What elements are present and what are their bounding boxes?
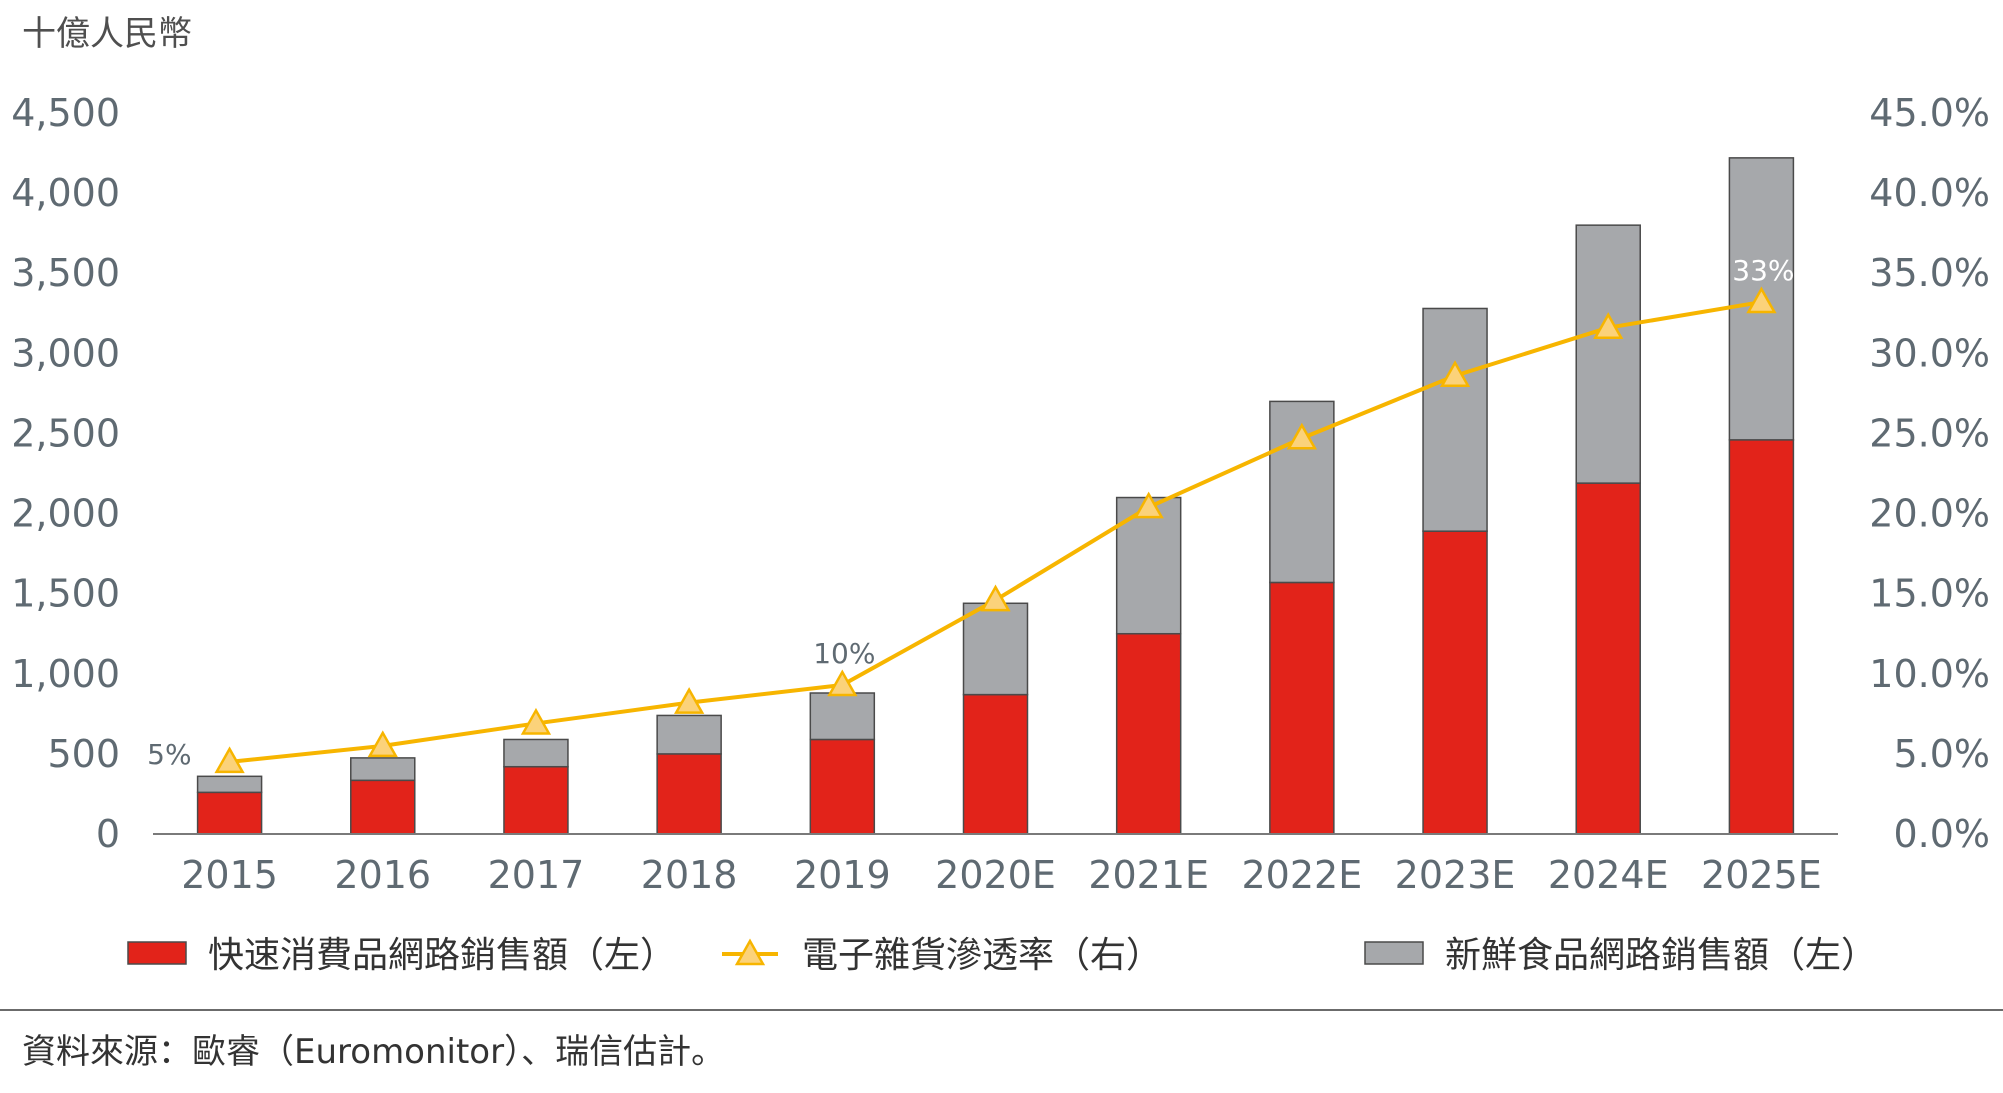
x-axis-tick-label: 2025E <box>1701 853 1822 897</box>
bar-fresh-food-online-sales <box>1422 307 1488 532</box>
bar-fmcg-online-sales <box>503 765 569 835</box>
bar-fresh-food-online-sales <box>196 775 263 794</box>
bar-fresh-food-online-sales <box>809 692 876 741</box>
penetration-point-marker <box>214 746 245 774</box>
x-axis-tick-label: 2017 <box>488 853 585 897</box>
right-axis-tick-label: 15.0% <box>1869 572 1990 616</box>
legend-triangle-icon <box>734 938 766 966</box>
penetration-point-marker <box>980 584 1011 612</box>
penetration-point-marker <box>827 669 858 697</box>
bar-fmcg-online-sales <box>656 753 722 835</box>
left-axis-unit-label: 十億人民幣 <box>22 14 192 54</box>
left-axis-ticks: 0 500 1,000 1,500 2,000 2,500 3,000 3,500 4,000 4… <box>11 91 120 856</box>
penetration-line-series <box>214 286 1777 774</box>
right-axis-tick-label: 30.0% <box>1869 331 1990 375</box>
x-axis-tick-label: 2021E <box>1088 853 1209 897</box>
bar-fmcg-online-sales <box>1115 632 1182 835</box>
left-axis-tick-label: 0 <box>96 812 120 856</box>
left-axis-tick-label: 1,000 <box>11 652 120 696</box>
right-axis-tick-label: 40.0% <box>1869 171 1990 215</box>
penetration-point-marker <box>367 730 398 758</box>
x-axis-tick-label: 2020E <box>935 853 1056 897</box>
bar-series <box>196 157 1795 835</box>
right-axis-tick-label: 35.0% <box>1869 251 1990 295</box>
bar-fmcg-online-sales <box>809 738 876 835</box>
right-axis-tick-label: 20.0% <box>1869 492 1990 536</box>
penetration-data-label: 33% <box>1732 254 1794 287</box>
penetration-point-marker <box>673 687 705 714</box>
penetration-point-marker <box>1593 312 1624 339</box>
penetration-point-marker <box>1439 360 1471 388</box>
left-axis-tick-label: 2,500 <box>11 411 120 455</box>
left-axis-tick-label: 3,000 <box>11 331 120 375</box>
penetration-data-label: 10% <box>813 637 875 670</box>
bar-fmcg-online-sales <box>350 779 416 835</box>
x-axis-ticks: 2015 2016 2017 2018 2019 2020E 2021E 2022E 2023E… <box>181 853 1822 897</box>
bar-fmcg-online-sales <box>962 693 1029 835</box>
legend: 快速消費品網路銷售額（左） 電子雜貨滲透率（右） 新鮮食品網路銷售額（左） <box>127 935 1877 976</box>
source-note: 資料來源：歐睿（Euromonitor）、瑞信估計。 <box>22 1032 725 1072</box>
left-axis-tick-label: 4,000 <box>11 171 120 215</box>
bar-fresh-food-online-sales <box>503 738 569 768</box>
x-axis-tick-label: 2019 <box>794 853 891 897</box>
x-axis-tick-label: 2023E <box>1395 853 1516 897</box>
x-axis-tick-label: 2016 <box>334 853 431 897</box>
legend-label: 電子雜貨滲透率（右） <box>802 935 1162 976</box>
left-axis-tick-label: 4,500 <box>11 91 120 135</box>
right-axis-tick-label: 5.0% <box>1893 732 1990 776</box>
bar-fmcg-online-sales <box>1269 581 1335 835</box>
right-axis-tick-label: 25.0% <box>1869 411 1990 455</box>
bar-fmcg-online-sales <box>196 791 263 835</box>
left-axis-tick-label: 1,500 <box>11 572 120 616</box>
legend-swatch <box>1364 941 1424 965</box>
right-axis-tick-label: 0.0% <box>1893 812 1990 856</box>
bar-fmcg-online-sales <box>1575 482 1641 835</box>
right-axis-ticks: 0.0% 5.0% 10.0% 15.0% 20.0% 25.0% 30.0% 35.0% 40… <box>1869 91 1990 856</box>
x-axis-tick-label: 2015 <box>181 853 278 897</box>
x-axis-tick-label: 2024E <box>1548 853 1669 897</box>
left-axis-tick-label: 3,500 <box>11 251 120 295</box>
bar-fmcg-online-sales <box>1728 439 1795 835</box>
penetration-point-marker <box>1746 286 1777 314</box>
bar-fresh-food-online-sales <box>962 602 1029 696</box>
left-axis-tick-label: 500 <box>47 732 120 776</box>
right-axis-tick-label: 45.0% <box>1869 91 1990 135</box>
left-axis-tick-label: 2,000 <box>11 492 120 536</box>
bar-fmcg-online-sales <box>1422 530 1488 835</box>
bar-fresh-food-online-sales <box>350 757 416 782</box>
right-axis-tick-label: 10.0% <box>1869 652 1990 696</box>
penetration-point-marker <box>520 707 552 735</box>
legend-label: 新鮮食品網路銷售額（左） <box>1445 935 1877 976</box>
x-axis-tick-label: 2018 <box>641 853 738 897</box>
bar-fresh-food-online-sales <box>656 714 722 755</box>
penetration-point-marker <box>1133 491 1164 519</box>
legend-label: 快速消費品網路銷售額（左） <box>208 935 676 976</box>
penetration-point-marker <box>1286 422 1318 450</box>
legend-swatch <box>127 941 187 965</box>
data-labels: 5% 10% 33% <box>147 254 1794 771</box>
x-axis-tick-label: 2022E <box>1242 853 1363 897</box>
penetration-data-label: 5% <box>147 738 191 771</box>
bar-fresh-food-online-sales <box>1575 224 1641 484</box>
